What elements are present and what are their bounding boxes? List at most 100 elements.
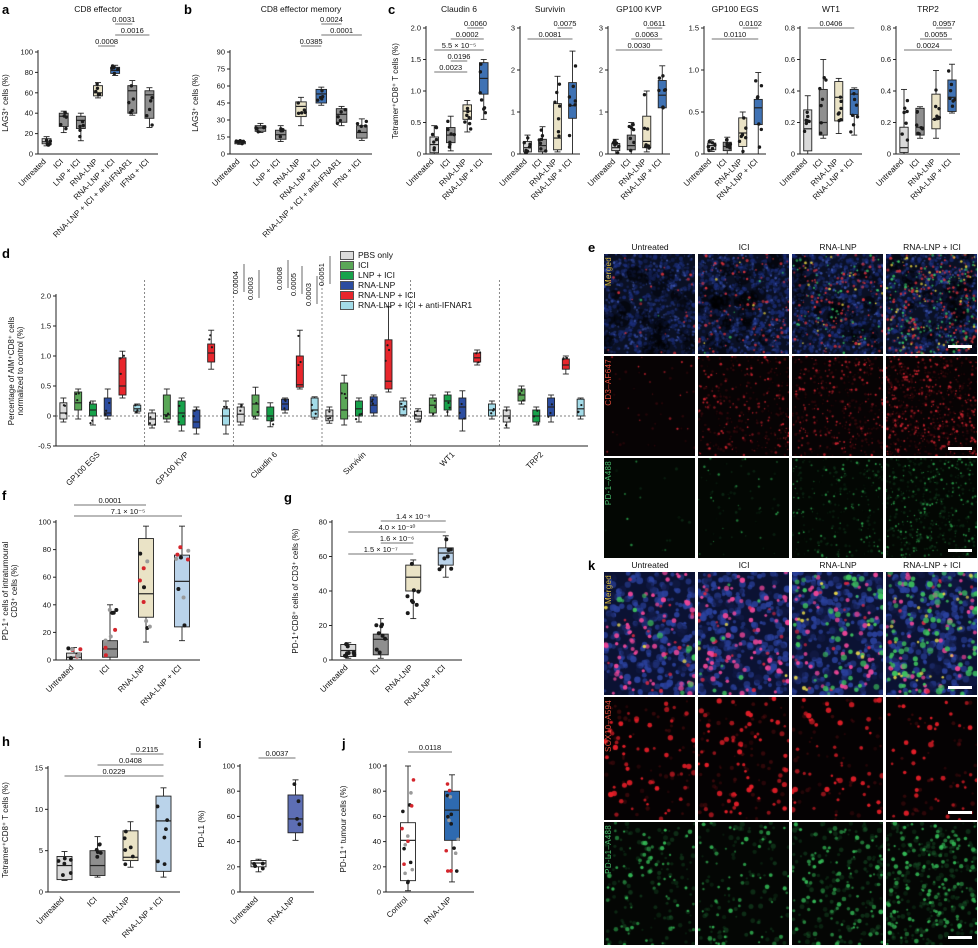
panel-k-microscopy-grid: Untreated ICI RNA-LNP RNA-LNP + ICI Merged SO… [604, 560, 978, 945]
svg-text:0.0008: 0.0008 [275, 267, 284, 290]
panel-a-boxplot: 0 20 40 60 80 100 CD8 effector LAG3⁺ cells (%) 0… [1, 4, 158, 239]
svg-text:RNA-LNP: RNA-LNP [116, 663, 147, 694]
svg-text:WT1: WT1 [438, 450, 457, 469]
micro-image-canvas [604, 254, 695, 354]
column-label: RNA-LNP [819, 242, 857, 252]
svg-text:0.0003: 0.0003 [304, 283, 313, 306]
micro-image [698, 458, 789, 558]
panel-d-label: d [2, 246, 10, 261]
svg-text:0.0075: 0.0075 [554, 19, 577, 28]
scale-bar [948, 549, 972, 552]
svg-text:0.0081: 0.0081 [539, 30, 562, 39]
micro-k-column-headers: Untreated ICI RNA-LNP RNA-LNP + ICI [604, 560, 978, 571]
row-channel-label: Merged [604, 575, 613, 604]
svg-text:1: 1 [599, 108, 603, 117]
svg-text:30: 30 [217, 116, 225, 125]
svg-text:15: 15 [217, 133, 225, 142]
svg-text:0: 0 [221, 150, 225, 159]
svg-text:RNA-LNP: RNA-LNP [266, 895, 297, 926]
svg-text:20: 20 [319, 621, 327, 630]
micro-image [886, 822, 977, 945]
column-label: RNA-LNP + ICI [903, 242, 961, 252]
panel-h-label: h [2, 734, 10, 749]
micro-image-canvas [698, 572, 789, 695]
micro-e-image-grid: Merged CD3–AF647 PD-1–A488 [604, 254, 978, 558]
micro-image [698, 697, 789, 820]
micro-image-canvas [886, 572, 977, 695]
micro-image [886, 697, 977, 820]
micro-image [792, 822, 883, 945]
svg-text:2: 2 [599, 66, 603, 75]
row-channel-label: PD-L1–A488 [604, 825, 613, 874]
svg-text:5: 5 [39, 846, 43, 855]
svg-text:15: 15 [35, 764, 43, 773]
micro-image [698, 572, 789, 695]
svg-text:60: 60 [227, 812, 235, 821]
svg-text:Untreated: Untreated [586, 157, 617, 188]
panel-h-boxplot: 0 5 10 15 Tetramer⁺CD8⁺ T cells (%) 0.0229 0.0… [1, 745, 180, 940]
svg-text:0.2115: 0.2115 [136, 745, 158, 754]
panel-b-boxplot: 0 15 30 45 60 75 90 CD8 effector memory LAG3⁺ ce… [191, 4, 372, 239]
svg-text:0.0016: 0.0016 [121, 26, 144, 35]
svg-text:Untreated: Untreated [682, 157, 713, 188]
svg-text:0.0196: 0.0196 [448, 52, 471, 61]
svg-text:0.4: 0.4 [881, 87, 891, 96]
panel-k-label: k [588, 558, 596, 573]
svg-text:Survivin: Survivin [341, 450, 367, 476]
micro-image [792, 356, 883, 456]
micro-image-canvas [792, 697, 883, 820]
svg-text:1.0: 1.0 [689, 66, 699, 75]
svg-text:PD-L1⁺ tumour cells (%): PD-L1⁺ tumour cells (%) [339, 785, 348, 872]
column-label: RNA-LNP + ICI [903, 560, 961, 570]
svg-text:40: 40 [227, 837, 235, 846]
svg-text:0.0051: 0.0051 [317, 263, 326, 286]
legend-item-1: ICI [340, 260, 472, 270]
svg-text:0.0611: 0.0611 [643, 19, 665, 28]
panel-d-grouped-boxplot: -0.5 0 0.5 1.0 1.5 2.0 Percentage of AIM⁺CD8⁺ … [7, 256, 588, 488]
svg-text:TRP2: TRP2 [524, 450, 545, 471]
svg-text:20: 20 [227, 862, 235, 871]
panel-c-trp2-boxplot: 0 0.2 0.4 0.6 0.8 TRP2 0.0024 0.0055 0.0957 Untre… [874, 4, 960, 202]
svg-text:100: 100 [368, 762, 381, 771]
svg-text:2: 2 [511, 66, 515, 75]
micro-image: SOX10–A594 [604, 697, 695, 820]
micro-image [886, 572, 977, 695]
svg-text:Untreated: Untreated [874, 157, 905, 188]
svg-text:0: 0 [47, 412, 51, 421]
svg-text:CD8 effector: CD8 effector [74, 4, 122, 14]
svg-text:0: 0 [377, 888, 381, 897]
row-channel-label: Merged [604, 257, 613, 286]
panel-e-label: e [588, 240, 596, 255]
svg-text:ICI: ICI [248, 157, 262, 171]
panel-i-boxplot: 0 20 40 60 80 100 PD-L1 (%) 0.0037 Untreated RNA-… [197, 749, 314, 926]
svg-text:0.0003: 0.0003 [246, 277, 255, 300]
micro-image [886, 458, 977, 558]
svg-text:Survivin: Survivin [535, 4, 566, 14]
svg-text:20: 20 [373, 862, 381, 871]
row-channel-label: SOX10–A594 [604, 700, 613, 752]
micro-image-canvas [698, 697, 789, 820]
scale-bar [948, 447, 972, 450]
svg-text:0.5: 0.5 [411, 118, 421, 127]
svg-text:60: 60 [373, 812, 381, 821]
legend-swatch [340, 270, 354, 280]
svg-text:40: 40 [25, 109, 33, 118]
svg-text:normalized to control (%): normalized to control (%) [16, 326, 25, 415]
svg-text:80: 80 [227, 787, 235, 796]
svg-text:80: 80 [319, 518, 327, 527]
svg-text:GP100 KVP: GP100 KVP [616, 4, 662, 14]
legend-swatch [340, 260, 354, 270]
svg-text:0.0001: 0.0001 [330, 26, 353, 35]
svg-text:0.0023: 0.0023 [439, 63, 462, 72]
svg-text:0.0024: 0.0024 [917, 41, 940, 50]
legend-item-3: RNA-LNP [340, 280, 472, 290]
svg-text:0.0005: 0.0005 [289, 273, 298, 296]
svg-text:Untreated: Untreated [229, 895, 260, 926]
panel-j-boxplot: 0 20 40 60 80 100 PD-L1⁺ tumour cells (%) 0.011… [339, 743, 474, 926]
panel-b-label: b [184, 2, 192, 17]
svg-text:80: 80 [25, 68, 33, 77]
svg-text:80: 80 [373, 787, 381, 796]
panel-e-microscopy-grid: Untreated ICI RNA-LNP RNA-LNP + ICI Merged CD… [604, 242, 978, 558]
micro-image-canvas [886, 356, 977, 456]
scale-bar [948, 811, 972, 814]
